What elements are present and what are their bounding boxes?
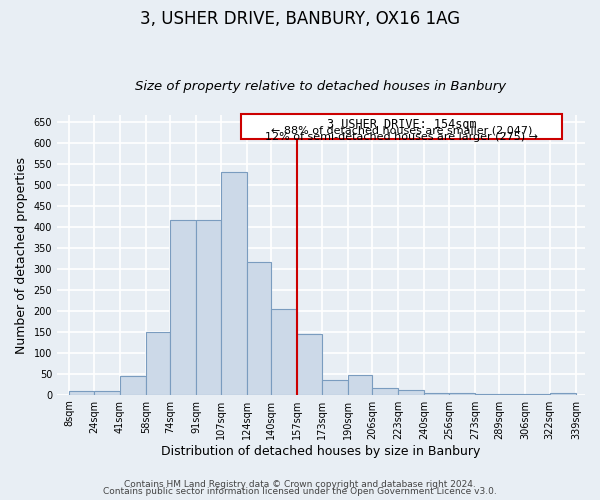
Bar — [247, 262, 271, 394]
Bar — [322, 380, 348, 394]
Text: 3 USHER DRIVE: 154sqm: 3 USHER DRIVE: 154sqm — [326, 118, 476, 130]
Y-axis label: Number of detached properties: Number of detached properties — [15, 156, 28, 354]
Bar — [372, 388, 398, 394]
Bar — [120, 376, 146, 394]
Bar — [196, 220, 221, 394]
Bar — [146, 332, 170, 394]
Bar — [424, 393, 449, 394]
Text: ← 88% of detached houses are smaller (2,047): ← 88% of detached houses are smaller (2,… — [271, 125, 532, 135]
Bar — [94, 392, 120, 394]
Bar — [298, 334, 322, 394]
Bar — [271, 308, 298, 394]
Bar — [69, 392, 94, 394]
Title: Size of property relative to detached houses in Banbury: Size of property relative to detached ho… — [136, 80, 506, 94]
Bar — [348, 374, 372, 394]
Bar — [170, 220, 196, 394]
Text: 12% of semi-detached houses are larger (275) →: 12% of semi-detached houses are larger (… — [265, 132, 538, 142]
Text: Contains public sector information licensed under the Open Government Licence v3: Contains public sector information licen… — [103, 487, 497, 496]
X-axis label: Distribution of detached houses by size in Banbury: Distribution of detached houses by size … — [161, 444, 481, 458]
Bar — [398, 390, 424, 394]
Text: 3, USHER DRIVE, BANBURY, OX16 1AG: 3, USHER DRIVE, BANBURY, OX16 1AG — [140, 10, 460, 28]
Bar — [550, 392, 576, 394]
Text: Contains HM Land Registry data © Crown copyright and database right 2024.: Contains HM Land Registry data © Crown c… — [124, 480, 476, 489]
FancyBboxPatch shape — [241, 114, 562, 138]
Bar — [449, 393, 475, 394]
Bar — [221, 172, 247, 394]
